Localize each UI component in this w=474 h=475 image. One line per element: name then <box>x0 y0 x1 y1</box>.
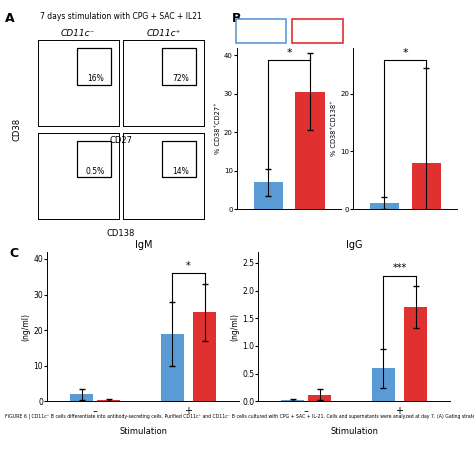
Text: CD38: CD38 <box>12 118 21 141</box>
Bar <box>161 333 184 401</box>
Text: C: C <box>9 247 18 260</box>
Bar <box>71 394 93 401</box>
Bar <box>193 313 216 401</box>
X-axis label: Stimulation: Stimulation <box>119 428 167 437</box>
Text: *: * <box>186 261 191 271</box>
Text: CD11c⁻: CD11c⁻ <box>246 27 275 35</box>
Title: IgM: IgM <box>135 239 152 249</box>
Text: B: B <box>232 12 242 25</box>
Text: CD27: CD27 <box>109 136 132 145</box>
Text: *: * <box>286 48 292 58</box>
Text: CD138: CD138 <box>107 229 135 238</box>
Y-axis label: % CD38⁺CD138⁺: % CD38⁺CD138⁺ <box>331 100 337 156</box>
Text: CD11c⁺: CD11c⁺ <box>146 29 181 38</box>
Bar <box>308 395 331 401</box>
Text: 14%: 14% <box>173 167 189 176</box>
Bar <box>77 141 111 177</box>
Y-axis label: (ng/ml): (ng/ml) <box>22 313 31 341</box>
Text: ***: *** <box>392 264 407 274</box>
Text: *: * <box>402 48 408 58</box>
Bar <box>372 368 395 401</box>
Text: 0.5%: 0.5% <box>86 167 105 176</box>
Bar <box>411 163 441 209</box>
Title: IgG: IgG <box>346 239 363 249</box>
Text: 72%: 72% <box>173 74 189 83</box>
Text: A: A <box>5 12 14 25</box>
Text: FIGURE 6 | CD11c⁺ B cells differentiate into antibody-secreting cells. Purified : FIGURE 6 | CD11c⁺ B cells differentiate … <box>5 413 474 419</box>
Text: 7 days stimulation with CPG + SAC + IL21: 7 days stimulation with CPG + SAC + IL21 <box>40 12 202 21</box>
Bar <box>77 48 111 85</box>
Bar <box>295 92 325 209</box>
Bar <box>404 307 427 401</box>
Text: CD11c⁻: CD11c⁻ <box>61 29 95 38</box>
Bar <box>97 399 120 401</box>
Bar <box>282 400 304 401</box>
Text: CD11c⁺: CD11c⁺ <box>303 27 332 35</box>
Bar <box>162 48 197 85</box>
X-axis label: Stimulation: Stimulation <box>330 428 378 437</box>
Y-axis label: (ng/ml): (ng/ml) <box>230 313 239 341</box>
Text: 16%: 16% <box>87 74 104 83</box>
Bar <box>162 141 197 177</box>
Y-axis label: % CD38⁺CD27⁺: % CD38⁺CD27⁺ <box>215 103 221 154</box>
Bar <box>370 203 399 209</box>
Bar <box>254 182 283 209</box>
